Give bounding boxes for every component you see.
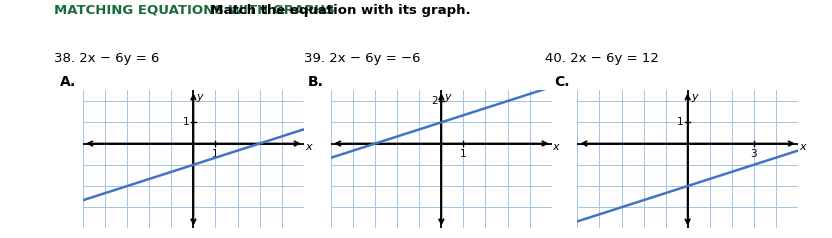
Text: A.: A. bbox=[60, 75, 77, 89]
Text: B.: B. bbox=[308, 75, 324, 89]
Text: 1: 1 bbox=[183, 117, 190, 127]
Text: x: x bbox=[305, 142, 311, 152]
Text: C.: C. bbox=[554, 75, 570, 89]
Text: 3: 3 bbox=[750, 149, 757, 159]
Text: 1: 1 bbox=[212, 149, 219, 159]
Text: x: x bbox=[799, 142, 805, 152]
Text: 1: 1 bbox=[677, 117, 684, 127]
Text: 40. 2x − 6y = 12: 40. 2x − 6y = 12 bbox=[545, 52, 659, 65]
Text: 1: 1 bbox=[460, 149, 467, 159]
Text: 2: 2 bbox=[431, 96, 438, 106]
Text: Match the equation with its graph.: Match the equation with its graph. bbox=[201, 4, 471, 17]
Text: x: x bbox=[552, 142, 559, 152]
Text: y: y bbox=[196, 91, 203, 101]
Text: y: y bbox=[444, 91, 451, 101]
Text: y: y bbox=[691, 91, 697, 101]
Text: 39. 2x − 6y = −6: 39. 2x − 6y = −6 bbox=[304, 52, 420, 65]
Text: MATCHING EQUATIONS WITH GRAPHS: MATCHING EQUATIONS WITH GRAPHS bbox=[54, 4, 334, 17]
Text: 38. 2x − 6y = 6: 38. 2x − 6y = 6 bbox=[54, 52, 160, 65]
